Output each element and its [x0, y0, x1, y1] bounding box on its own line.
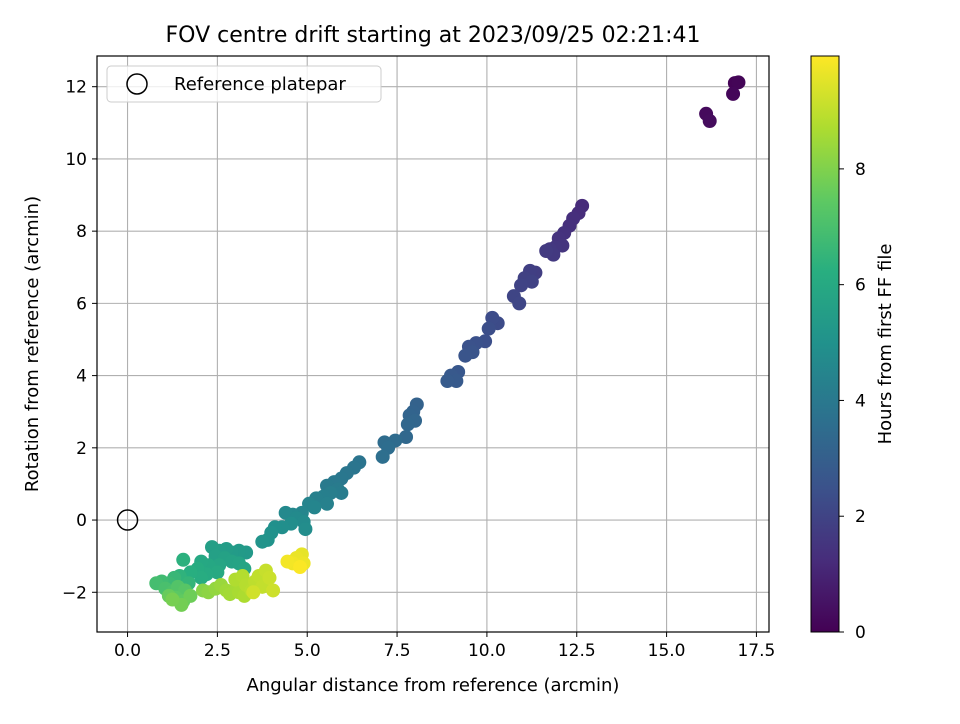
- scatter-point: [183, 588, 198, 603]
- scatter-point: [400, 417, 415, 432]
- scatter-point: [194, 570, 209, 585]
- x-tick-label: 12.5: [558, 641, 596, 661]
- scatter-point: [183, 565, 198, 580]
- scatter-point: [375, 449, 390, 464]
- colorbar: 0 2 4 6 8 Hours from first FF file: [810, 55, 896, 643]
- scatter-point: [334, 485, 349, 500]
- scatter-point: [210, 565, 225, 580]
- x-axis-ticks: 0.0 2.5 5.0 7.5 10.0 12.5 15.0 17.5: [114, 632, 775, 661]
- colorbar-tick-label: 0: [855, 623, 866, 643]
- grid-lines: [97, 56, 769, 632]
- reference-platepar-marker: [116, 509, 139, 531]
- scatter-point: [485, 310, 500, 325]
- x-tick-label: 10.0: [468, 641, 506, 661]
- chart-title: FOV centre drift starting at 2023/09/25 …: [166, 23, 701, 48]
- scatter-point: [458, 348, 473, 363]
- legend-marker-icon: [126, 73, 148, 95]
- scatter-point: [176, 552, 191, 567]
- scatter-point: [702, 114, 717, 129]
- legend-box: [106, 65, 382, 103]
- y-tick-label: 4: [76, 367, 87, 387]
- y-tick-label: −2: [62, 583, 87, 603]
- scatter-point: [266, 583, 281, 598]
- colorbar-tick-label: 2: [855, 507, 866, 527]
- y-tick-label: 0: [76, 511, 87, 531]
- scatter-point: [481, 321, 496, 336]
- x-tick-label: 15.0: [648, 641, 686, 661]
- scatter-point: [255, 534, 270, 549]
- x-axis-label: Angular distance from reference (arcmin): [247, 675, 620, 696]
- scatter-point: [731, 75, 746, 90]
- legend-entry: Reference platepar: [174, 74, 346, 95]
- y-tick-label: 2: [76, 439, 87, 459]
- colorbar-tick-label: 6: [855, 276, 866, 296]
- colorbar-ticks: 0 2 4 6 8: [839, 160, 866, 643]
- x-tick-label: 5.0: [294, 641, 321, 661]
- scatter-point: [440, 374, 455, 389]
- scatter-point: [278, 505, 293, 520]
- scatter-point: [293, 559, 308, 574]
- scatter-point: [165, 592, 180, 607]
- x-tick-label: 7.5: [384, 641, 411, 661]
- scatter-point: [262, 570, 277, 585]
- scatter-point: [298, 522, 313, 537]
- scatter-point: [514, 278, 529, 293]
- x-tick-label: 2.5: [204, 641, 231, 661]
- y-tick-label: 8: [76, 222, 87, 242]
- scatter-point: [524, 274, 539, 289]
- scatter-point: [539, 244, 554, 259]
- y-tick-label: 10: [65, 150, 87, 170]
- scatter-point: [512, 296, 527, 311]
- y-axis-ticks: −2 0 2 4 6 8 10 12: [62, 78, 97, 603]
- y-tick-label: 12: [65, 78, 87, 98]
- legend: Reference platepar: [106, 65, 382, 103]
- y-axis-label: Rotation from reference (arcmin): [22, 196, 43, 492]
- x-tick-label: 17.5: [737, 641, 775, 661]
- colorbar-gradient: [810, 55, 840, 633]
- x-tick-label: 0.0: [114, 641, 141, 661]
- scatter-point: [307, 500, 322, 515]
- scatter-point: [280, 554, 295, 569]
- scatter-point: [726, 86, 741, 101]
- scatter-point: [246, 585, 261, 600]
- colorbar-tick-label: 8: [855, 160, 866, 180]
- y-tick-label: 6: [76, 294, 87, 314]
- scatter-point: [399, 429, 414, 444]
- colorbar-tick-label: 4: [855, 391, 866, 411]
- plot-frame: [96, 55, 770, 633]
- scatter-points: [149, 75, 746, 612]
- colorbar-label: Hours from first FF file: [875, 244, 896, 445]
- scatter-point: [319, 496, 334, 511]
